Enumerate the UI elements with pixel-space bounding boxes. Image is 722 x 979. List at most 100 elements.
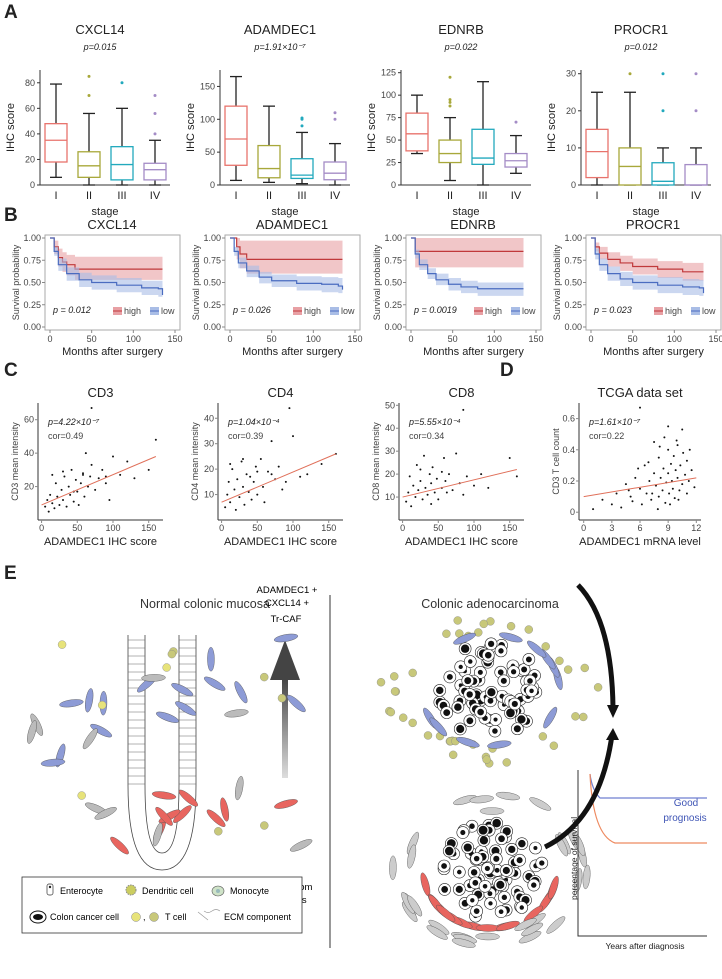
y-tick-label: 40 — [385, 423, 395, 433]
y-tick-label: 60 — [25, 103, 35, 113]
data-point — [647, 461, 650, 464]
data-point — [664, 501, 667, 504]
t-cell — [482, 755, 491, 764]
tr-caf-fibroblast — [499, 632, 523, 643]
ecm-icon — [197, 909, 221, 921]
outlier-point — [87, 74, 91, 78]
tr-caf-fibroblast — [90, 723, 113, 738]
data-point — [669, 503, 672, 506]
t-cell — [77, 791, 86, 800]
chart-title: ADAMDEC1 — [244, 22, 316, 37]
data-point — [51, 473, 54, 476]
nucleus — [488, 901, 493, 906]
chart-title: TCGA data set — [597, 385, 683, 400]
tr-caf-fibroblast — [204, 676, 226, 691]
nucleus — [443, 709, 451, 717]
data-point — [627, 489, 630, 492]
box-III — [651, 162, 675, 186]
data-point — [684, 473, 687, 476]
legend-monocyte: Monocyte — [230, 886, 269, 896]
crypt-bottom-fibroblast-icon — [274, 799, 298, 809]
data-point — [133, 477, 136, 480]
p-value: p = 0.023 — [593, 305, 632, 315]
data-point — [435, 477, 438, 480]
nucleus — [533, 845, 538, 851]
data-point — [82, 473, 84, 476]
y-tick-label: 0.00 — [203, 322, 221, 332]
data-point — [249, 475, 252, 478]
monocyte-icon — [211, 885, 225, 897]
x-tick-label: I — [415, 190, 418, 202]
prognosis-label: prognosis — [663, 813, 706, 824]
t-cell — [502, 758, 511, 767]
t-cell — [442, 629, 451, 638]
chart-title: CD4 — [267, 385, 293, 400]
x-axis-label: stage — [633, 206, 660, 218]
y-tick-label: 0 — [30, 180, 35, 190]
chart-title: EDNRB — [438, 22, 484, 37]
dendritic-cell-icon — [125, 884, 137, 896]
box-II — [438, 139, 462, 164]
ci-band-low — [50, 238, 163, 303]
data-point — [83, 495, 86, 498]
survival-curve-low — [230, 237, 344, 290]
nucleus — [436, 686, 444, 695]
y-axis-label: IHC score — [366, 103, 378, 152]
fibroblast — [82, 728, 98, 750]
t-cell — [57, 640, 67, 649]
data-point — [227, 480, 230, 483]
y-tick-label: 30 — [385, 446, 395, 456]
legend-enterocyte: Enterocyte — [60, 886, 103, 896]
nucleus — [472, 879, 479, 886]
data-point — [284, 480, 287, 483]
x-tick-label: I — [54, 190, 57, 202]
nucleus — [479, 836, 489, 845]
y-tick-label: 0.00 — [23, 322, 41, 332]
nucleus — [511, 700, 518, 708]
cells-layer — [27, 616, 603, 948]
t-cell — [448, 750, 458, 760]
y-tick-label: 75 — [386, 113, 396, 123]
survival-curve-low — [591, 237, 705, 294]
legend-label-low: low — [522, 306, 536, 316]
data-point — [671, 487, 674, 490]
x-axis-label: Months after surgery — [62, 346, 163, 358]
t-cell — [167, 649, 177, 659]
outlier-point — [153, 132, 157, 136]
crypt-bottom-fibroblast — [206, 809, 226, 827]
tr-caf-fibroblast — [429, 717, 448, 737]
data-point — [440, 470, 443, 473]
data-point — [44, 505, 47, 508]
inset-ylabel: percentage of survival — [569, 817, 579, 900]
data-point — [677, 498, 680, 501]
survival-curve-high — [230, 237, 343, 260]
data-point — [653, 472, 656, 475]
data-point — [650, 498, 653, 501]
nucleus — [466, 717, 474, 725]
box-IV — [684, 163, 708, 186]
t-cell — [580, 663, 589, 673]
legend-label-low: low — [161, 306, 175, 316]
data-point — [661, 489, 664, 492]
data-point — [51, 502, 54, 505]
data-point — [288, 407, 291, 410]
t-cell — [277, 693, 287, 703]
data-point — [473, 484, 475, 487]
fibroblast — [235, 776, 244, 801]
data-point — [58, 503, 61, 506]
data-point — [419, 480, 422, 482]
x-axis-label: Months after surgery — [603, 346, 704, 358]
t-cell — [541, 642, 550, 651]
y-tick-label: 0.25 — [23, 300, 41, 310]
y-tick-label: 80 — [25, 78, 35, 88]
data-point — [94, 488, 97, 491]
x-tick-label: IV — [330, 190, 341, 202]
data-point — [70, 468, 73, 471]
data-point — [631, 500, 634, 503]
y-tick-label: 1.00 — [564, 233, 582, 243]
enterocyte-icon — [46, 883, 54, 896]
fibroblast — [475, 932, 500, 941]
data-point — [443, 457, 445, 460]
